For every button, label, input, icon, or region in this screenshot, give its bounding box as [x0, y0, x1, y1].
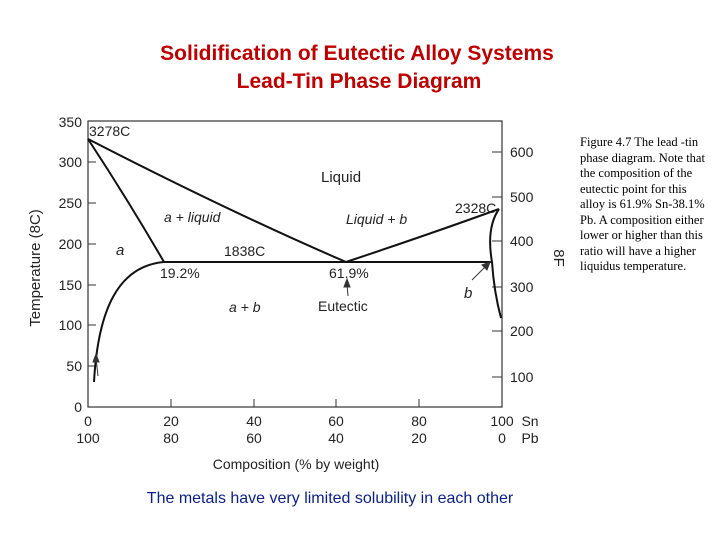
c-tick-label: 350	[59, 114, 83, 130]
composition-tick-marks	[170, 399, 420, 407]
sn-axis-label: Sn	[521, 413, 538, 429]
sn-tick-labels: 0 20 40 60 80 100 Sn	[84, 413, 538, 429]
f-tick-label: 300	[510, 279, 534, 295]
plot-frame	[87, 120, 503, 408]
pb-tick-label: 20	[411, 430, 427, 446]
c-tick-label: 0	[74, 399, 82, 415]
c-tick-label: 200	[59, 236, 83, 252]
sn-tick-label: 0	[84, 413, 92, 429]
eutectic-temperature-label: 1838C	[224, 243, 265, 259]
annotation-arrows	[92, 261, 491, 377]
slide-title: Solidification of Eutectic Alloy Systems…	[0, 40, 720, 96]
liquidus-left-line	[87, 138, 347, 263]
sn-tick-label: 100	[490, 413, 514, 429]
f-tick-label: 400	[510, 233, 534, 249]
pb-tick-label: 100	[76, 430, 100, 446]
pb-tick-label: 80	[163, 430, 179, 446]
c-tick-label: 250	[59, 195, 83, 211]
celsius-tick-marks	[88, 120, 96, 408]
title-line-2: Lead-Tin Phase Diagram	[236, 70, 482, 93]
pb-tick-label: 40	[328, 430, 344, 446]
sn-tick-label: 40	[246, 413, 262, 429]
liquid-region-label: Liquid	[321, 169, 361, 186]
solubility-note: The metals have very limited solubility …	[146, 490, 514, 507]
liquid-beta-region-label: Liquid + b	[346, 211, 407, 227]
y-axis-title: Temperature (8C)	[27, 209, 44, 327]
beta-solvus-line	[491, 261, 502, 319]
alpha-beta-region-label: a + b	[229, 299, 261, 315]
phase-boundaries	[87, 138, 502, 383]
celsius-tick-labels: 0 50 100 150 200 250 300 350	[59, 114, 83, 415]
fahrenheit-tick-marks	[492, 151, 502, 378]
y2-axis-title: 8F	[550, 249, 567, 267]
liquidus-right-line	[345, 208, 500, 263]
x-axis-title: Composition (% by weight)	[213, 456, 380, 472]
beta-region-label: b	[464, 285, 472, 302]
fahrenheit-tick-labels: 100 200 300 400 500 600	[510, 144, 534, 385]
pb-tick-label: 0	[498, 430, 506, 446]
alpha-solidus-line	[87, 138, 165, 263]
eutectic-point-label: Eutectic	[318, 298, 368, 314]
alpha-solubility-label: 19.2%	[160, 265, 200, 281]
eutectic-composition-label: 61.9%	[329, 265, 369, 281]
f-tick-label: 600	[510, 144, 534, 160]
pb-tick-label: 60	[246, 430, 262, 446]
sn-tick-label: 60	[328, 413, 344, 429]
c-tick-label: 100	[59, 317, 83, 333]
sn-melting-point-label: 2328C	[455, 200, 496, 216]
beta-solidus-line	[489, 208, 500, 263]
alpha-liquid-region-label: a + liquid	[164, 209, 222, 225]
f-tick-label: 500	[510, 189, 534, 205]
f-tick-label: 100	[510, 369, 534, 385]
pb-tick-labels: 100 80 60 40 20 0 Pb	[76, 430, 538, 446]
c-tick-label: 300	[59, 154, 83, 170]
alpha-solvus-line	[93, 261, 165, 383]
figure-caption: Figure 4.7 The lead -tin phase diagram. …	[580, 135, 705, 273]
f-tick-label: 200	[510, 323, 534, 339]
pb-axis-label: Pb	[521, 430, 538, 446]
sn-tick-label: 80	[411, 413, 427, 429]
title-line-1: Solidification of Eutectic Alloy Systems	[160, 42, 554, 65]
sn-tick-label: 20	[163, 413, 179, 429]
c-tick-label: 50	[66, 358, 82, 374]
c-tick-label: 150	[59, 277, 83, 293]
pb-melting-point-label: 3278C	[89, 123, 130, 139]
alpha-region-label: a	[116, 242, 124, 259]
